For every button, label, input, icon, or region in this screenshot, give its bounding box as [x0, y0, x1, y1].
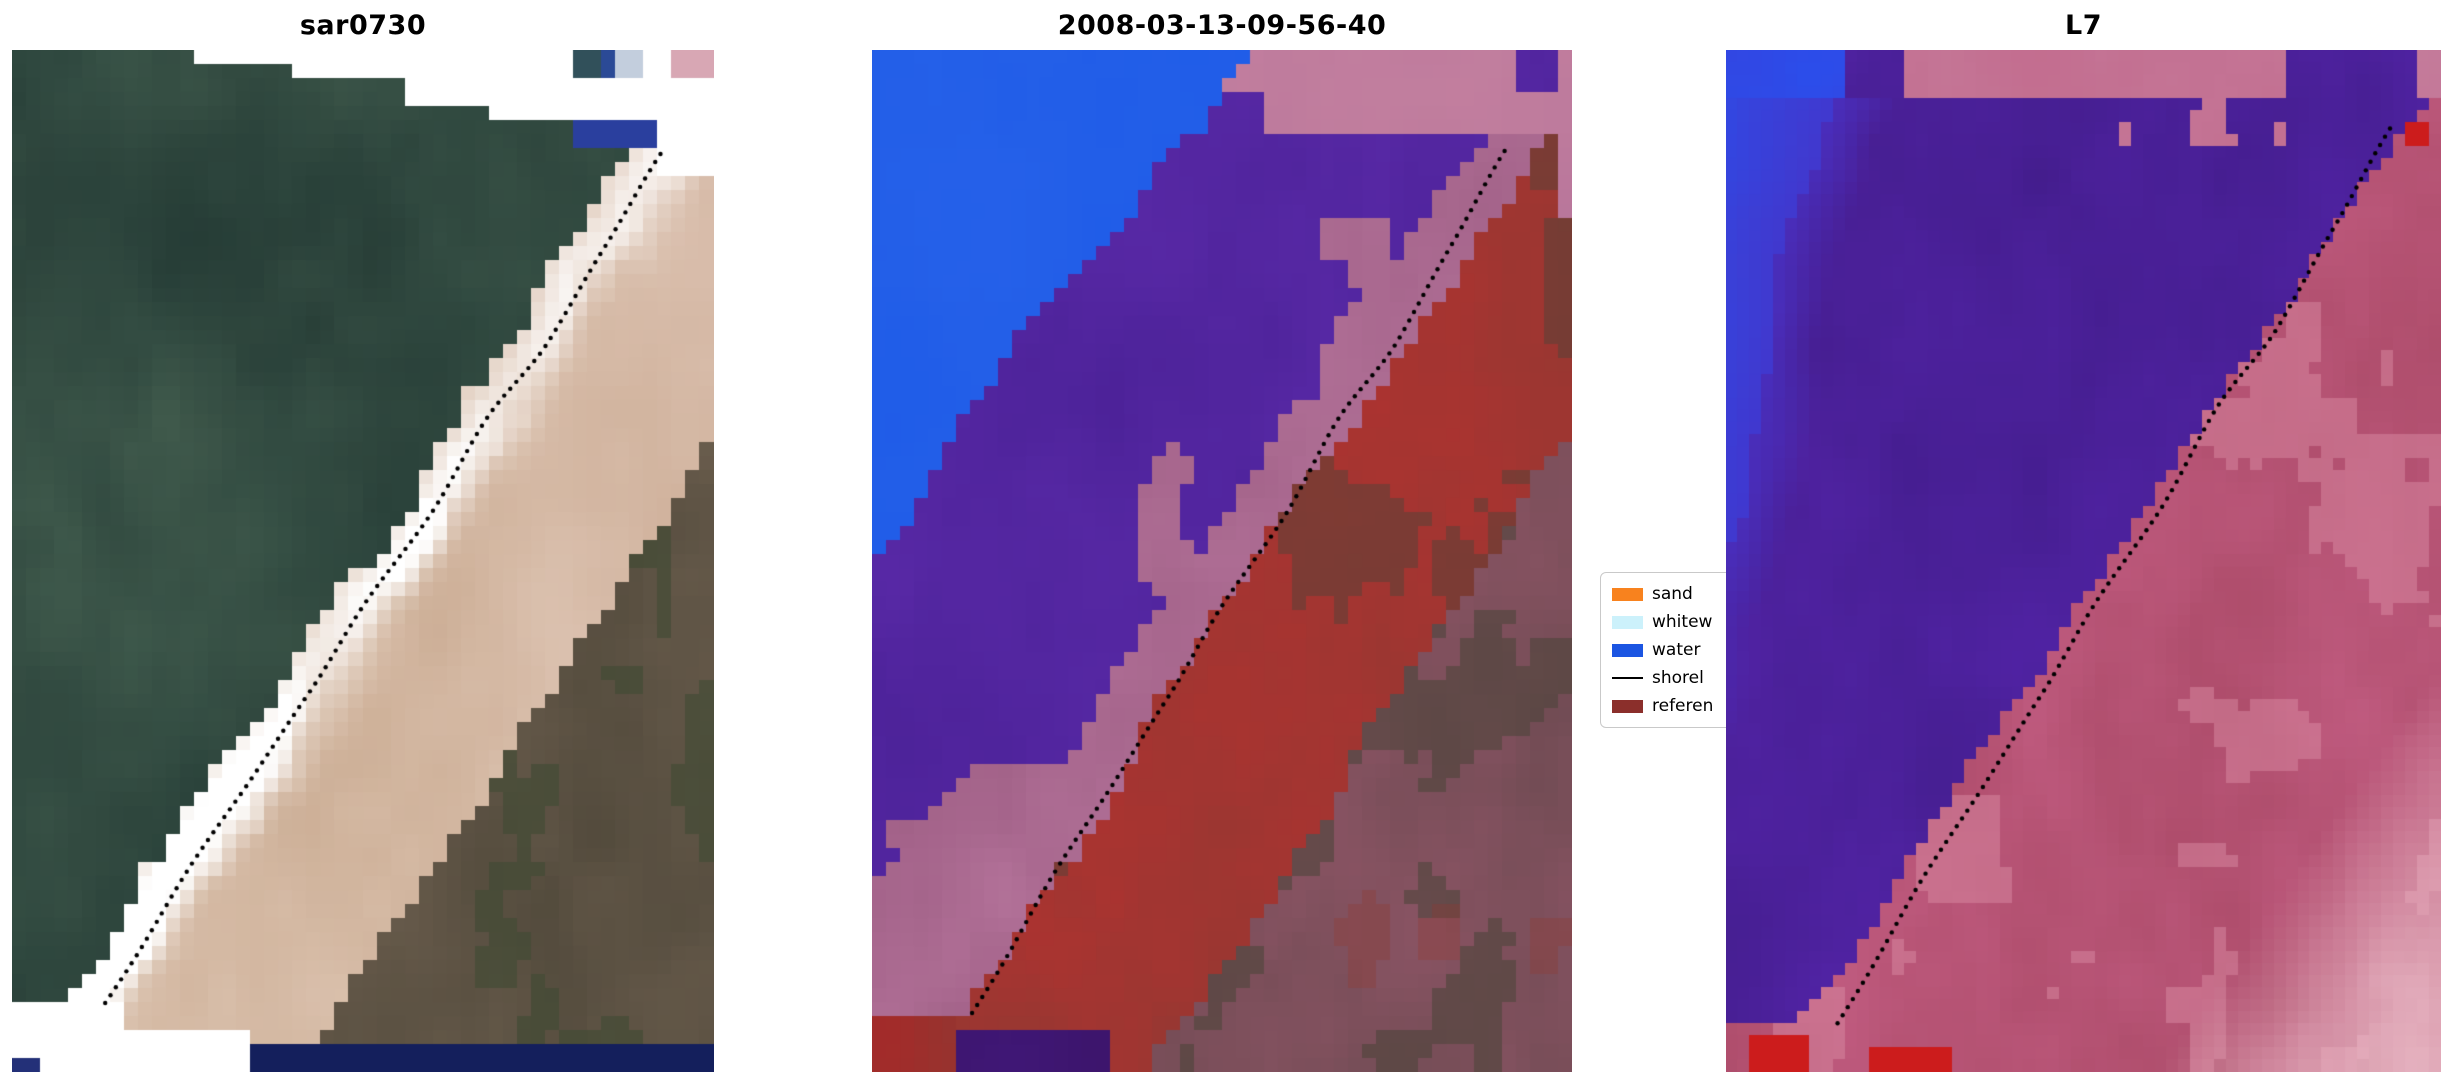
legend-label: whitew [1652, 612, 1713, 632]
legend-item-shorel: shorel [1612, 668, 1739, 688]
legend-label: sand [1652, 584, 1693, 604]
shorel-line-swatch [1612, 672, 1643, 685]
legend-label: water [1652, 640, 1701, 660]
legend-item-sand: sand [1612, 584, 1739, 604]
referen-color-swatch [1612, 699, 1643, 713]
l7-image [1726, 50, 2441, 1072]
whitew-color-swatch [1612, 615, 1643, 629]
legend-label: shorel [1652, 668, 1704, 688]
legend-label: referen [1652, 696, 1714, 716]
classified-image [872, 50, 1572, 1072]
panel-title-classified: 2008-03-13-09-56-40 [1057, 10, 1387, 41]
shoreline-line-icon [1612, 676, 1643, 679]
legend: sand whitew water shorel referen [1600, 572, 1740, 728]
panel-title-sar0730: sar0730 [299, 10, 427, 41]
panel-title-l7: L7 [2065, 10, 2102, 41]
legend-item-water: water [1612, 640, 1739, 660]
sand-color-swatch [1612, 587, 1643, 601]
legend-item-referen: referen [1612, 696, 1739, 716]
legend-item-whitew: whitew [1612, 612, 1739, 632]
water-color-swatch [1612, 643, 1643, 657]
sar0730-image [12, 50, 714, 1072]
